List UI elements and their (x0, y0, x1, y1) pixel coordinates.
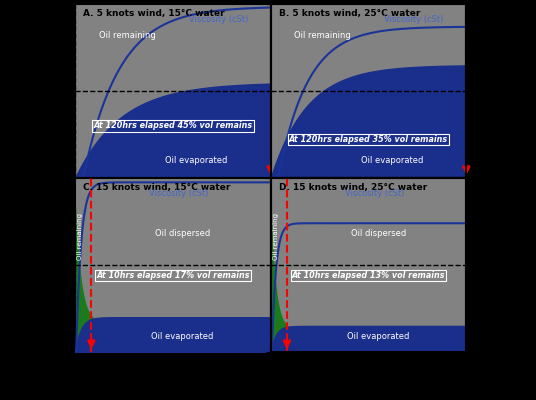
Text: Oil remaining: Oil remaining (77, 213, 83, 260)
Text: Viscosity (cSt): Viscosity (cSt) (345, 189, 404, 198)
Text: Oil evaporated: Oil evaporated (165, 156, 227, 165)
Text: Oil dispersed: Oil dispersed (155, 229, 210, 238)
Text: B. 5 knots wind, 25°C water: B. 5 knots wind, 25°C water (279, 9, 420, 18)
Text: Oil Budget %: Oil Budget % (19, 144, 29, 216)
Text: Oil evaporated: Oil evaporated (347, 332, 410, 341)
Text: C. 15 knots wind, 15°C water: C. 15 knots wind, 15°C water (83, 183, 230, 192)
Text: At 120hrs elapsed 45% vol remains: At 120hrs elapsed 45% vol remains (93, 121, 252, 130)
Text: Oil evaporated: Oil evaporated (152, 332, 214, 341)
Text: Viscosity (cSt): Viscosity (cSt) (384, 15, 443, 24)
Text: A. 5 knots wind, 15°C water: A. 5 knots wind, 15°C water (83, 9, 225, 18)
Text: Elapsed time (hrs): Elapsed time (hrs) (220, 380, 322, 390)
Text: At 10hrs elapsed 17% vol remains: At 10hrs elapsed 17% vol remains (96, 271, 250, 280)
Y-axis label: Viscosity (cSt): Viscosity (cSt) (517, 230, 527, 300)
Y-axis label: Viscosity (cSt): Viscosity (cSt) (517, 56, 527, 126)
Text: At 120hrs elapsed 35% vol remains: At 120hrs elapsed 35% vol remains (289, 135, 448, 144)
Text: Oil dispersed: Oil dispersed (351, 229, 406, 238)
Text: Oil remaining: Oil remaining (294, 31, 351, 40)
Text: Oil remaining: Oil remaining (99, 31, 155, 40)
Text: 100%: 100% (35, 155, 61, 164)
Text: Viscosity (cSt): Viscosity (cSt) (189, 15, 248, 24)
Text: Oil evaporated: Oil evaporated (361, 156, 423, 165)
Text: At 10hrs elapsed 13% vol remains: At 10hrs elapsed 13% vol remains (292, 271, 445, 280)
Text: D. 15 knots wind, 25°C water: D. 15 knots wind, 25°C water (279, 183, 427, 192)
Text: Viscosity (cSt): Viscosity (cSt) (150, 189, 209, 198)
Text: Oil remaining: Oil remaining (273, 213, 279, 260)
